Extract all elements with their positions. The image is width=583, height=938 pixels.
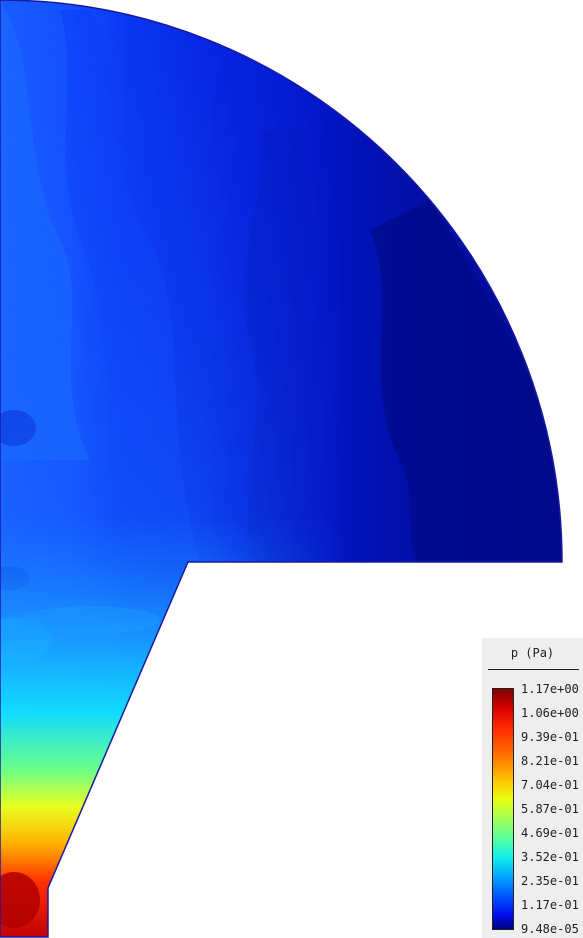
legend-title: p (Pa) [510, 646, 555, 660]
legend-tick-label: 3.52e-01 [521, 850, 579, 864]
legend-tick-label: 1.06e+00 [521, 706, 579, 720]
legend-tick-label: 9.39e-01 [521, 730, 579, 744]
legend-tick-label: 1.17e-01 [521, 898, 579, 912]
legend-tick-label: 5.87e-01 [521, 802, 579, 816]
legend-tick-label: 8.21e-01 [521, 754, 579, 768]
color-legend: p (Pa) 1.17e+00 1.06e+00 9.39e-01 8.21e-… [482, 638, 583, 938]
legend-tick-label: 1.17e+00 [521, 682, 579, 696]
domain-outline [0, 0, 563, 938]
legend-tick-label: 2.35e-01 [521, 874, 579, 888]
legend-tick-label: 7.04e-01 [521, 778, 579, 792]
legend-tick-label: 9.48e-05 [521, 922, 579, 936]
legend-tick-label: 4.69e-01 [521, 826, 579, 840]
legend-divider [488, 669, 579, 670]
legend-colorbar [492, 688, 514, 930]
